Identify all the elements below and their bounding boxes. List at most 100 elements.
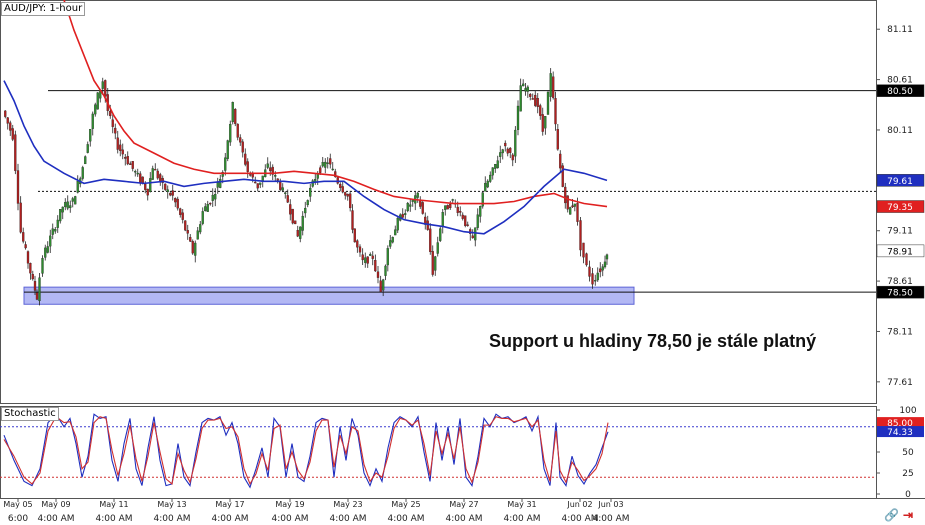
price-label: 79.35: [887, 203, 913, 213]
time-tick-date: May 05: [3, 500, 32, 509]
candle-body: [246, 161, 249, 172]
candle-body: [14, 134, 17, 171]
candle-body: [91, 113, 94, 129]
stochastic-label: 85.00: [887, 419, 913, 429]
candle-body: [579, 220, 582, 251]
candle-body: [341, 186, 344, 193]
candle-body: [571, 205, 574, 208]
candle-body: [76, 181, 79, 193]
candle-body: [171, 190, 174, 196]
time-tick-time: 4:00 AM: [446, 514, 483, 524]
time-tick-date: May 27: [449, 500, 478, 509]
stochastic-plot-frame: [0, 406, 877, 499]
time-tick-date: May 11: [99, 500, 128, 509]
candle-body: [431, 251, 434, 275]
price-label: 78.50: [887, 289, 913, 299]
arrow-icon[interactable]: ⇥: [902, 508, 913, 522]
candle-body: [601, 266, 604, 271]
time-tick-time: 4:00 AM: [272, 514, 309, 524]
candle-body: [214, 194, 217, 200]
candle-body: [311, 180, 314, 187]
candle-body: [56, 219, 59, 228]
candle-body: [371, 255, 374, 259]
time-tick-date: May 23: [333, 500, 362, 509]
candle-body: [71, 198, 74, 202]
candle-body: [119, 144, 122, 151]
candle-body: [134, 171, 137, 173]
candle-body: [306, 200, 309, 206]
candle-body: [22, 232, 25, 242]
candle-body: [186, 230, 189, 234]
candle-body: [94, 104, 97, 115]
stochastic-line-1: [3, 415, 609, 486]
candle-body: [81, 167, 84, 179]
candle-body: [599, 268, 602, 273]
candle-body: [176, 198, 179, 209]
candle-body: [11, 128, 14, 140]
candle-body: [539, 105, 542, 116]
candle-body: [386, 248, 389, 266]
time-tick-time: 4:00 AM: [154, 514, 191, 524]
price-tick-label: 79.11: [887, 227, 913, 237]
candle-body: [159, 174, 162, 182]
price-tick-label: 77.61: [887, 378, 913, 388]
candle-body: [29, 262, 32, 274]
stochastic-tick-label: 100: [899, 406, 916, 416]
time-tick-time: 4:00 AM: [562, 514, 599, 524]
time-tick-date: May 31: [507, 500, 536, 509]
candle-body: [346, 193, 349, 197]
candle-body: [361, 254, 364, 261]
link-icon[interactable]: 🔗: [883, 508, 899, 522]
candle-body: [396, 217, 399, 231]
candle-body: [66, 201, 69, 209]
candle-body: [141, 176, 144, 184]
time-tick-date: May 17: [215, 500, 244, 509]
candle-body: [353, 228, 356, 243]
stochastic-label: 74.33: [887, 428, 913, 438]
price-tick-label: 78.61: [887, 277, 913, 287]
stochastic-title: Stochastic: [1, 407, 59, 421]
candle-body: [209, 202, 212, 205]
candle-body: [249, 174, 252, 176]
price-tick-label: 81.11: [887, 25, 913, 35]
price-label: 78.91: [887, 247, 913, 257]
price-tick-label: 80.11: [887, 126, 913, 136]
candle-body: [286, 195, 289, 203]
candle-body: [276, 178, 279, 181]
time-tick-time: 4:00 AM: [96, 514, 133, 524]
footer-icons[interactable]: 🔗 ⇥: [880, 508, 913, 522]
candle-body: [124, 157, 127, 159]
candle-body: [544, 116, 547, 129]
candle-body: [174, 198, 177, 203]
candle-body: [389, 240, 392, 247]
candle-body: [519, 85, 522, 112]
time-tick-time: 4:00 AM: [504, 514, 541, 524]
candle-body: [33, 281, 37, 291]
price-pane[interactable]: 81.11 80.61 80.11 79.61 79.11 78.61 78.11 77.61…: [0, 0, 925, 404]
candle-body: [201, 211, 204, 224]
candle-body: [144, 183, 147, 190]
candle-body: [382, 279, 385, 291]
candle-body: [479, 206, 482, 217]
candle-body: [4, 110, 7, 117]
candle-body: [524, 88, 527, 92]
candle-body: [331, 168, 334, 171]
candle-body: [489, 174, 492, 182]
candle-body: [211, 194, 214, 201]
candle-body: [509, 147, 512, 153]
chart-title: AUD/JPY: 1-hour: [1, 2, 86, 16]
candle-body: [588, 266, 591, 277]
candle-body: [529, 93, 532, 97]
candle-body: [369, 254, 372, 256]
candle-body: [111, 119, 114, 127]
candle-body: [471, 235, 474, 239]
candle-body: [149, 178, 152, 192]
candle-body: [114, 127, 117, 134]
support-annotation: Support u hladiny 78,50 je stále platný: [489, 331, 817, 351]
candle-body: [451, 199, 454, 201]
candle-body: [573, 203, 576, 207]
candle-body: [189, 237, 192, 242]
price-label-box: [876, 174, 925, 187]
